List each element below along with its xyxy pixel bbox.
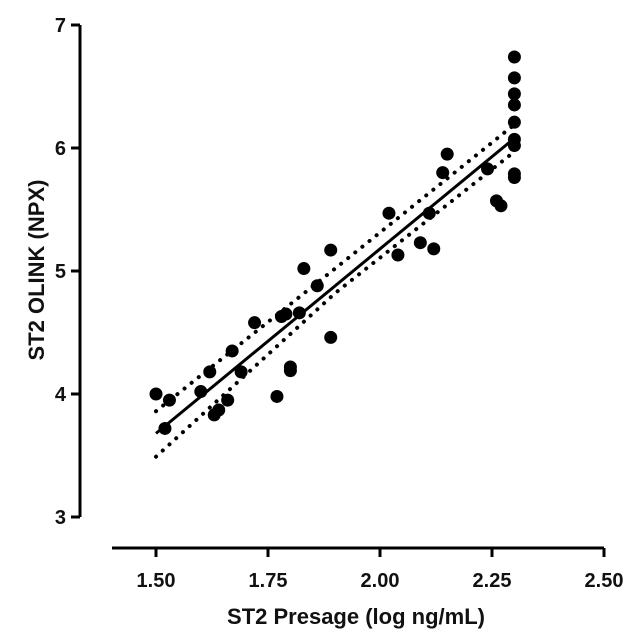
- y-axis-title: ST2 OLINK (NPX): [24, 180, 49, 361]
- data-point: [391, 248, 405, 262]
- x-tick-label: 2.00: [361, 570, 400, 592]
- data-point: [225, 344, 239, 358]
- data-point: [494, 199, 508, 213]
- data-point: [422, 206, 436, 220]
- y-tick-label: 6: [55, 138, 66, 160]
- data-point: [279, 307, 293, 321]
- data-point: [440, 147, 454, 161]
- data-point: [507, 50, 521, 64]
- data-point: [507, 115, 521, 129]
- x-tick-label: 2.25: [473, 570, 512, 592]
- y-tick-label: 3: [55, 507, 66, 529]
- y-tick-label: 5: [55, 261, 66, 283]
- data-point: [507, 171, 521, 185]
- confidence-band-line: [154, 149, 517, 459]
- data-point: [270, 389, 284, 403]
- data-point: [162, 393, 176, 407]
- data-point: [427, 242, 441, 256]
- data-point: [507, 87, 521, 101]
- data-point: [234, 365, 248, 379]
- data-point: [382, 206, 396, 220]
- data-point: [324, 243, 338, 257]
- data-point: [248, 316, 262, 330]
- confidence-band-line: [154, 122, 517, 414]
- data-point: [310, 279, 324, 293]
- plot-area: [149, 50, 521, 459]
- data-point: [212, 403, 226, 417]
- data-point: [292, 306, 306, 320]
- y-axis-ticks: 3 4 5 6 7: [55, 15, 80, 529]
- x-axis-ticks: 1.50 1.75 2.00 2.25 2.50: [137, 548, 624, 592]
- data-point: [507, 98, 521, 112]
- data-point: [507, 71, 521, 85]
- data-point: [158, 421, 172, 435]
- data-point: [507, 139, 521, 153]
- y-tick-label: 4: [55, 384, 67, 406]
- data-point: [481, 162, 495, 176]
- data-point: [297, 262, 311, 276]
- data-point: [221, 393, 235, 407]
- data-point: [283, 364, 297, 378]
- data-point: [203, 365, 217, 379]
- y-tick-label: 7: [55, 15, 66, 37]
- data-point: [436, 166, 450, 180]
- data-point: [413, 236, 427, 250]
- x-tick-label: 2.50: [585, 570, 624, 592]
- regression-line: [155, 137, 516, 435]
- data-point: [194, 385, 208, 399]
- x-tick-label: 1.75: [249, 570, 288, 592]
- x-tick-label: 1.50: [137, 570, 176, 592]
- data-point: [149, 387, 163, 401]
- x-axis-title: ST2 Presage (log ng/mL): [227, 604, 485, 629]
- data-point: [324, 330, 338, 344]
